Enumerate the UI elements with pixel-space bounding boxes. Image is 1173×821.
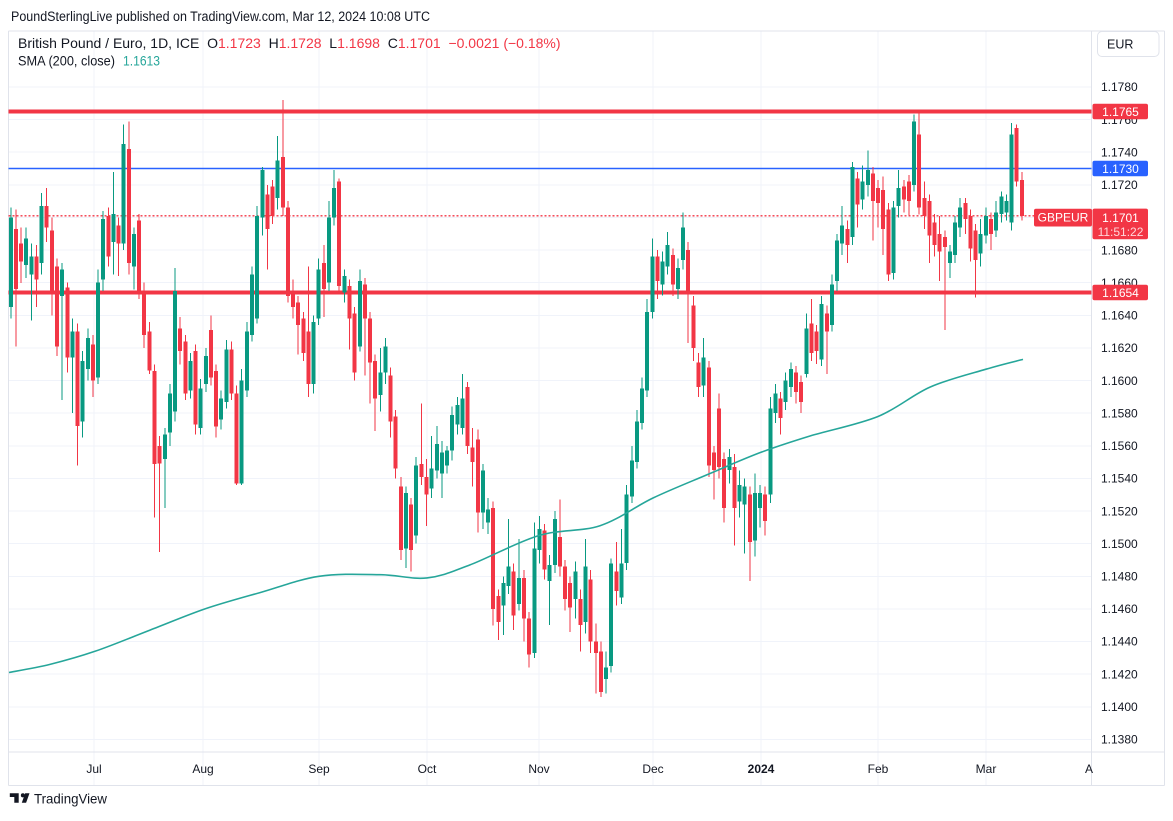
svg-text:SMA (200, close): SMA (200, close) — [18, 53, 115, 69]
svg-text:Dec: Dec — [642, 762, 663, 776]
svg-text:1.1540: 1.1540 — [1101, 472, 1138, 486]
svg-text:PoundSterlingLive published on: PoundSterlingLive published on TradingVi… — [11, 9, 430, 24]
svg-text:1.1620: 1.1620 — [1101, 341, 1138, 355]
svg-text:1.1613: 1.1613 — [123, 53, 160, 69]
svg-text:GBPEUR: GBPEUR — [1038, 211, 1089, 225]
svg-text:1.1440: 1.1440 — [1101, 635, 1138, 649]
svg-text:2024: 2024 — [748, 762, 775, 776]
svg-text:1.1500: 1.1500 — [1101, 537, 1138, 551]
svg-text:1.1640: 1.1640 — [1101, 309, 1138, 323]
svg-text:1.1720: 1.1720 — [1101, 178, 1138, 192]
svg-text:Sep: Sep — [308, 762, 330, 776]
svg-text:A: A — [1085, 762, 1093, 776]
svg-text:1.1380: 1.1380 — [1101, 733, 1138, 747]
svg-text:Mar: Mar — [976, 762, 997, 776]
svg-text:1.1654: 1.1654 — [1102, 286, 1139, 300]
svg-text:Nov: Nov — [528, 762, 549, 776]
svg-text:1.1765: 1.1765 — [1102, 105, 1139, 119]
svg-text:Jul: Jul — [86, 762, 101, 776]
svg-text:11:51:22: 11:51:22 — [1098, 225, 1144, 239]
svg-text:British Pound / Euro, 1D, ICE: British Pound / Euro, 1D, ICE O1.1723 H1… — [18, 35, 561, 51]
svg-text:1.1400: 1.1400 — [1101, 700, 1138, 714]
svg-text:TradingView: TradingView — [34, 790, 108, 806]
svg-text:EUR: EUR — [1107, 37, 1133, 51]
svg-text:1.1460: 1.1460 — [1101, 602, 1138, 616]
svg-text:Aug: Aug — [192, 762, 213, 776]
svg-text:1.1420: 1.1420 — [1101, 667, 1138, 681]
svg-text:Feb: Feb — [868, 762, 889, 776]
svg-text:1.1520: 1.1520 — [1101, 504, 1138, 518]
svg-text:1.1780: 1.1780 — [1101, 80, 1138, 94]
svg-text:1.1580: 1.1580 — [1101, 406, 1138, 420]
svg-text:1.1701: 1.1701 — [1102, 211, 1139, 225]
svg-text:1.1600: 1.1600 — [1101, 374, 1138, 388]
svg-text:1.1560: 1.1560 — [1101, 439, 1138, 453]
svg-text:1.1680: 1.1680 — [1101, 243, 1138, 257]
svg-text:Oct: Oct — [418, 762, 437, 776]
svg-text:1.1730: 1.1730 — [1102, 162, 1139, 176]
svg-text:1.1740: 1.1740 — [1101, 145, 1138, 159]
svg-text:1.1480: 1.1480 — [1101, 570, 1138, 584]
